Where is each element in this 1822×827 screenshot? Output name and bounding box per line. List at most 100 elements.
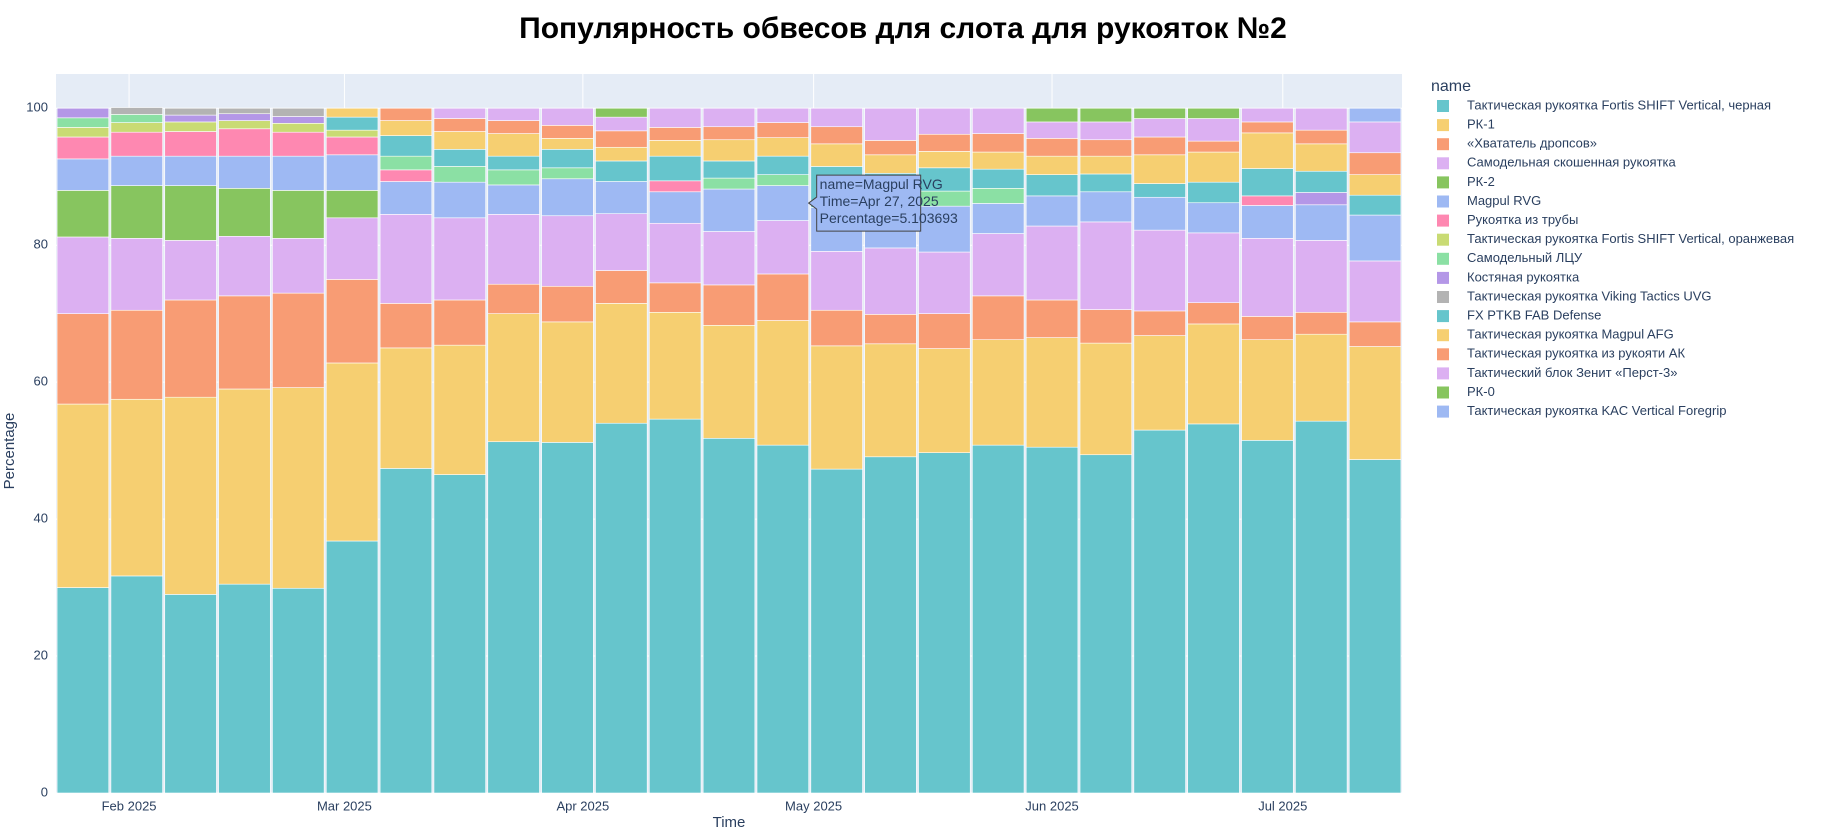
legend-swatch[interactable] <box>1437 348 1449 361</box>
legend-label[interactable]: FX PTKB FAB Defense <box>1467 308 1601 323</box>
legend-item[interactable]: РК-0 <box>1437 384 1495 399</box>
bar-segment <box>110 107 163 115</box>
legend-swatch[interactable] <box>1437 157 1449 170</box>
bar-segment <box>595 270 648 304</box>
bar-segment <box>487 169 540 186</box>
legend-swatch[interactable] <box>1437 291 1449 303</box>
bar-segment <box>864 314 917 345</box>
legend-swatch[interactable] <box>1437 138 1449 151</box>
bar-segment <box>433 299 486 346</box>
legend-swatch[interactable] <box>1437 100 1449 112</box>
y-tick-label: 20 <box>34 647 48 662</box>
legend-label[interactable]: РК-1 <box>1467 117 1495 132</box>
legend-item[interactable]: Костяная рукоятка <box>1437 269 1580 284</box>
bar-segment <box>864 247 917 315</box>
legend-label[interactable]: РК-0 <box>1467 384 1495 399</box>
tooltip-line: Percentage=5.103693 <box>820 210 958 226</box>
legend-label[interactable]: Костяная рукоятка <box>1467 269 1580 284</box>
legend-item[interactable]: Тактическая рукоятка Fortis SHIFT Vertic… <box>1437 97 1771 112</box>
legend-swatch[interactable] <box>1437 386 1449 399</box>
legend-swatch[interactable] <box>1437 329 1449 342</box>
legend-swatch[interactable] <box>1437 271 1449 284</box>
legend-swatch[interactable] <box>1437 367 1449 380</box>
bar-segment <box>649 107 702 128</box>
bar-segment <box>595 213 648 271</box>
legend-label[interactable]: Рукоятка из трубы <box>1467 212 1578 227</box>
legend-item[interactable]: Тактическая рукоятка Magpul AFG <box>1437 327 1674 342</box>
x-axis-title: Time <box>713 814 746 827</box>
legend-label[interactable]: Самодельная скошенная рукоятка <box>1467 155 1677 170</box>
legend-item[interactable]: Magpul RVG <box>1437 193 1541 208</box>
legend-swatch[interactable] <box>1437 119 1449 132</box>
bar-segment <box>487 155 540 171</box>
bar-segment <box>433 149 486 167</box>
legend-label[interactable]: Magpul RVG <box>1467 193 1541 208</box>
bar-segment <box>918 452 971 794</box>
bar-segment <box>218 188 271 237</box>
legend-label[interactable]: Тактическая рукоятка Fortis SHIFT Vertic… <box>1467 97 1771 112</box>
bar-segment <box>972 133 1025 153</box>
legend-item[interactable]: Тактическая рукоятка из рукояти АК <box>1437 346 1685 361</box>
legend-label[interactable]: Самодельный ЛЦУ <box>1467 250 1583 265</box>
legend-item[interactable]: РК-2 <box>1437 174 1495 189</box>
bar-segment <box>702 126 756 141</box>
bar-segment <box>702 284 756 326</box>
legend-label[interactable]: Тактическая рукоятка Viking Tactics UVG <box>1467 288 1712 303</box>
y-tick-label: 60 <box>34 374 48 389</box>
legend-label[interactable]: РК-2 <box>1467 174 1495 189</box>
legend-item[interactable]: Тактическая рукоятка Fortis SHIFT Vertic… <box>1437 231 1794 246</box>
bar-segment <box>1241 195 1294 206</box>
legend-label[interactable]: Тактический блок Зенит «Перст-3» <box>1467 365 1677 380</box>
bar-segment <box>325 129 379 138</box>
legend-label[interactable]: Тактическая рукоятка KAC Vertical Foregr… <box>1467 403 1726 418</box>
bar-segment <box>1348 107 1402 123</box>
legend-item[interactable]: Рукоятка из трубы <box>1437 212 1578 227</box>
legend-swatch[interactable] <box>1437 233 1449 246</box>
bar-segment <box>218 235 271 297</box>
bar-segment <box>325 362 379 542</box>
bar-segment <box>918 107 971 135</box>
bar-segment <box>541 125 594 139</box>
bar-segment <box>1295 311 1348 335</box>
bar-segment <box>1348 194 1402 216</box>
legend-item[interactable]: Тактическая рукоятка Viking Tactics UVG <box>1437 288 1712 303</box>
legend-label[interactable]: «Хвататель дропсов» <box>1467 136 1597 151</box>
legend-item[interactable]: РК-1 <box>1437 117 1495 132</box>
bar-segment <box>1295 204 1348 241</box>
bar-segment <box>379 303 433 349</box>
legend-item[interactable]: Тактическая рукоятка KAC Vertical Foregr… <box>1437 403 1726 418</box>
chart-title: Популярность обвесов для слота для рукоя… <box>519 12 1287 45</box>
legend-item[interactable]: FX PTKB FAB Defense <box>1437 308 1601 323</box>
legend-label[interactable]: Тактическая рукоятка из рукояти АК <box>1467 346 1685 361</box>
bar-segment <box>649 191 702 224</box>
bar-segment <box>649 311 702 420</box>
bar-segment <box>1348 214 1402 262</box>
x-tick-label: May 2025 <box>785 798 842 813</box>
bar-segment <box>541 178 594 217</box>
legend-label[interactable]: Тактическая рукоятка Fortis SHIFT Vertic… <box>1467 231 1794 246</box>
legend-swatch[interactable] <box>1437 252 1449 265</box>
y-axis-title: Percentage <box>1 413 18 490</box>
bar-segment <box>541 321 594 443</box>
legend-swatch[interactable] <box>1437 176 1449 189</box>
legend-item[interactable]: Тактический блок Зенит «Перст-3» <box>1437 365 1677 380</box>
bar-segment <box>702 231 756 286</box>
legend-label[interactable]: Тактическая рукоятка Magpul AFG <box>1467 327 1674 342</box>
bar-segment <box>1133 107 1186 119</box>
x-tick-label: Jul 2025 <box>1258 798 1307 813</box>
legend-item[interactable]: Самодельный ЛЦУ <box>1437 250 1583 265</box>
legend-item[interactable]: Самодельная скошенная рукоятка <box>1437 155 1677 170</box>
legend-swatch[interactable] <box>1437 310 1449 323</box>
bar-segment <box>1133 154 1186 184</box>
bar-segment <box>272 131 325 157</box>
legend-swatch[interactable] <box>1437 214 1449 227</box>
legend-swatch[interactable] <box>1437 405 1449 418</box>
legend-swatch[interactable] <box>1437 195 1449 208</box>
bar-segment <box>56 190 110 238</box>
bar-segment <box>649 418 702 794</box>
legend-item[interactable]: «Хвататель дропсов» <box>1437 136 1597 151</box>
bar-segment <box>1025 299 1079 338</box>
bar-segment <box>1241 205 1294 239</box>
bar-segment <box>1187 118 1240 142</box>
